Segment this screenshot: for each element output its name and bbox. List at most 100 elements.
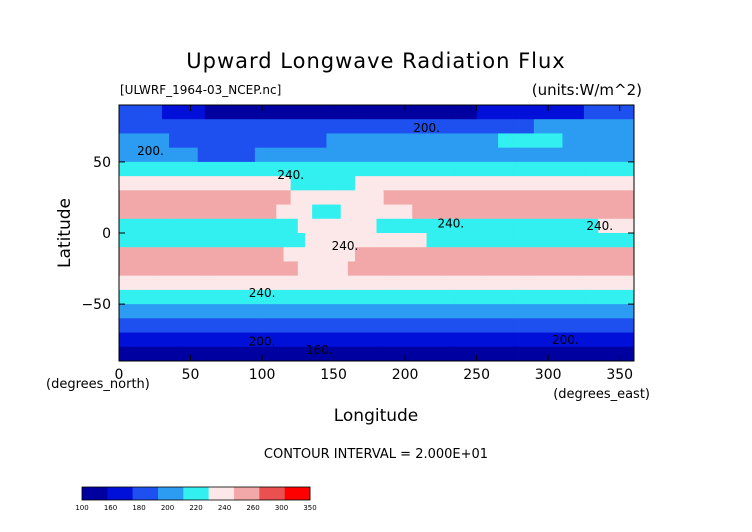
heatmap-cell [576,218,585,234]
heatmap-cell [490,261,499,277]
heatmap-cell [541,119,549,134]
heatmap-cell [569,133,578,149]
heatmap-cell [512,318,520,333]
heatmap-cell [362,190,370,205]
colorbar-swatch [107,487,133,500]
heatmap-cell [562,161,571,177]
heatmap-cell [397,275,406,291]
heatmap-cell [576,133,585,149]
heatmap-cell [290,275,299,291]
heatmap-cell [555,190,563,205]
heatmap-cell [576,147,585,163]
heatmap-cell [448,190,456,205]
heatmap-cell [240,346,249,362]
heatmap-cell [505,275,513,291]
heatmap-cell [576,119,585,134]
heatmap-cell [197,346,206,362]
heatmap-cell [569,190,578,205]
heatmap-cell [355,289,363,305]
heatmap-cell [419,233,427,248]
heatmap-cell [440,105,449,120]
heatmap-cell [583,176,592,191]
heatmap-cell [626,190,635,205]
heatmap-cell [462,261,470,277]
heatmap-cell [283,119,292,134]
heatmap-cell [219,289,227,305]
heatmap-cell [541,161,549,177]
heatmap-cell [397,318,406,333]
heatmap-cell [169,161,177,177]
heatmap-cell [541,133,549,149]
heatmap-cell [154,318,163,333]
heatmap-cell [605,204,613,220]
heatmap-cell [548,304,556,319]
y-unit-label: (degrees_north) [46,377,150,392]
heatmap-cell [369,304,377,319]
heatmap-cell [569,318,578,333]
heatmap-cell [519,261,528,277]
heatmap-cell [340,218,349,234]
heatmap-cell [233,147,241,163]
heatmap-cell [512,304,520,319]
heatmap-cell [512,346,520,362]
heatmap-cell [440,247,449,262]
heatmap-cell [390,218,399,234]
heatmap-cell [548,275,556,291]
heatmap-cell [154,332,163,348]
heatmap-cell [247,176,256,191]
heatmap-cell [204,204,213,220]
heatmap-cell [555,105,563,120]
heatmap-cell [219,204,227,220]
heatmap-cell [505,261,513,277]
heatmap-cell [562,105,571,120]
heatmap-cell [204,133,213,149]
heatmap-cell [548,147,556,163]
heatmap-cell [190,332,199,348]
heatmap-cell [355,147,363,163]
heatmap-cell [219,190,227,205]
heatmap-cell [490,247,499,262]
heatmap-cell [240,133,249,149]
heatmap-cell [283,289,292,305]
heatmap-cell [233,176,241,191]
heatmap-cell [340,346,349,362]
heatmap-cell [319,147,327,163]
heatmap-cell [419,346,427,362]
heatmap-cell [591,233,599,248]
heatmap-cell [204,161,213,177]
heatmap-cell [376,133,385,149]
heatmap-cell [233,133,241,149]
heatmap-cell [190,318,199,333]
heatmap-cell [204,346,213,362]
heatmap-cell [462,190,470,205]
heatmap-cell [197,176,206,191]
heatmap-cell [440,275,449,291]
heatmap-cell [219,161,227,177]
heatmap-cell [569,289,578,305]
heatmap-cell [126,233,134,248]
heatmap-cell [254,176,263,191]
heatmap-cell [605,289,613,305]
heatmap-cell [462,161,470,177]
heatmap-cell [583,119,592,134]
heatmap-cell [362,318,370,333]
x-tick-label: 0 [115,367,124,383]
heatmap-cell [412,133,420,149]
heatmap-cell [119,233,127,248]
heatmap-cell [619,318,628,333]
heatmap-cell [119,275,127,291]
heatmap-cell [598,190,606,205]
heatmap-cell [390,233,399,248]
heatmap-cell [119,318,127,333]
heatmap-cell [498,133,506,149]
heatmap-cell [347,218,356,234]
heatmap-cell [505,346,513,362]
heatmap-cell [390,190,399,205]
heatmap-cell [619,147,628,163]
heatmap-cell [440,204,449,220]
heatmap-cell [247,133,256,149]
heatmap-cell [355,261,363,277]
heatmap-cell [183,105,191,120]
heatmap-cell [433,247,442,262]
heatmap-cell [533,275,542,291]
